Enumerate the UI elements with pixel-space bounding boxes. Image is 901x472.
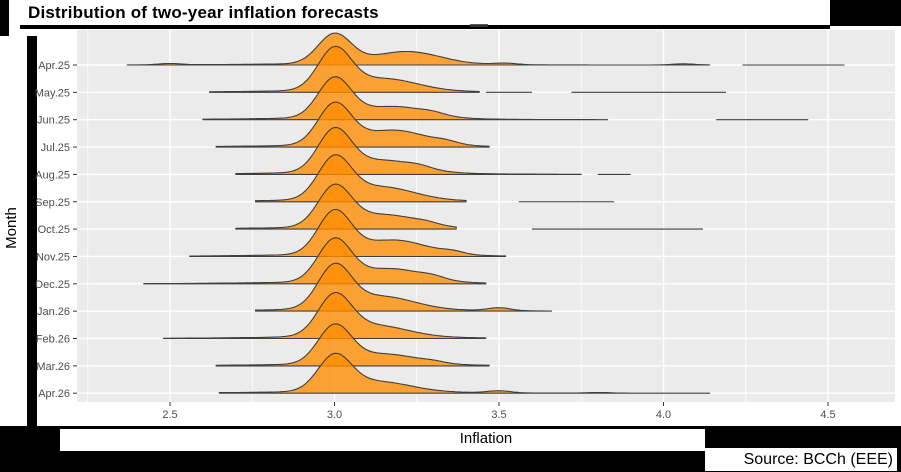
y-tick-label: Apr.26 [38, 388, 70, 400]
source-box: Source: BCCh (EEE) [705, 448, 897, 471]
x-axis-label-strip [60, 429, 705, 451]
left-black-bar [27, 36, 37, 426]
density-ridge-Apr.26 [218, 352, 711, 394]
y-tick-label: Jan.26 [37, 306, 70, 318]
density-ridge-Jun.25 [202, 76, 609, 121]
density-ridge-Apr.25 [126, 32, 711, 66]
artifact-mark [470, 24, 488, 27]
x-tick-label: 3.5 [491, 409, 506, 421]
chart-title: Distribution of two-year inflation forec… [28, 3, 379, 22]
density-ridge-May.25 [208, 45, 480, 93]
top-right-black-block [830, 0, 901, 26]
y-tick-label: Aug.25 [35, 169, 70, 181]
density-ridge-Sep.25 [254, 154, 467, 203]
y-tick-label: Nov.25 [36, 251, 70, 263]
x-tick-label: 2.5 [162, 409, 177, 421]
y-tick-label: Jul.25 [41, 142, 70, 154]
density-ridge-Aug.25 [235, 126, 582, 175]
title-underline-rule [20, 25, 830, 29]
y-tick-label: Oct.25 [38, 224, 70, 236]
density-ridge-Mar.26 [215, 323, 490, 367]
x-axis-title: Inflation [459, 430, 513, 447]
source-text: Source: BCCh (EEE) [743, 450, 893, 468]
y-tick-label: Jun.25 [37, 115, 70, 127]
y-tick-label: Dec.25 [35, 279, 70, 291]
plot-panel [77, 30, 895, 402]
x-tick-label: 3.0 [327, 409, 342, 421]
density-ridge-Oct.25 [235, 183, 457, 230]
density-ridge-Feb.26 [162, 291, 487, 340]
top-left-black-strip [0, 0, 9, 36]
x-tick-label: 4.5 [820, 409, 835, 421]
y-tick-label: Feb.26 [36, 334, 70, 346]
y-tick-label: May.25 [35, 87, 70, 99]
y-tick-label: Sep.25 [35, 197, 70, 209]
x-tick-label: 4.0 [656, 409, 671, 421]
y-tick-label: Mar.26 [36, 361, 70, 373]
density-ridge-Jul.25 [215, 101, 490, 148]
density-ridge-Dec.25 [143, 237, 487, 285]
y-tick-label: Apr.25 [38, 60, 70, 72]
density-ridge-Nov.25 [189, 208, 507, 258]
